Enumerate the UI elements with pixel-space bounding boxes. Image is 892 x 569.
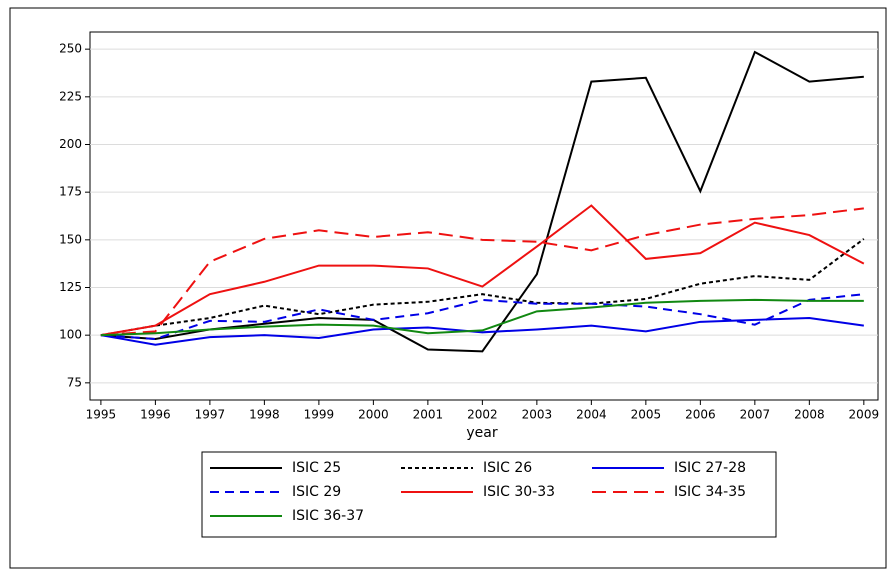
y-tick-label: 125 (59, 280, 82, 294)
x-tick-label: 1998 (249, 408, 280, 422)
legend-box (201, 451, 777, 538)
x-tick-label: 2000 (358, 408, 389, 422)
y-tick-label: 250 (59, 42, 82, 56)
x-tick-label: 1997 (195, 408, 226, 422)
x-tick-label: 2002 (467, 408, 498, 422)
x-axis-title: year (466, 425, 497, 441)
y-tick-label: 175 (59, 185, 82, 199)
y-tick-label: 100 (59, 328, 82, 342)
series-line (100, 204, 865, 337)
x-tick-label: 2007 (740, 408, 771, 422)
x-tick-label: 2003 (522, 408, 553, 422)
x-tick-label: 2004 (576, 408, 607, 422)
x-tick-label: 2005 (631, 408, 662, 422)
series-line (100, 317, 864, 346)
series-line (100, 238, 865, 337)
legend-label: ISIC 30-33 (483, 484, 555, 500)
x-tick-label: 1999 (304, 408, 335, 422)
x-tick-label: 2006 (685, 408, 716, 422)
y-tick-label: 225 (59, 89, 82, 103)
y-tick-label: 150 (59, 232, 82, 246)
legend-label: ISIC 25 (292, 460, 341, 476)
x-tick-label: 2001 (413, 408, 444, 422)
x-tick-label: 2009 (849, 408, 880, 422)
x-tick-label: 2008 (794, 408, 825, 422)
series-line (100, 298, 864, 337)
legend-label: ISIC 29 (292, 484, 341, 500)
x-tick-label: 1995 (86, 408, 117, 422)
y-tick-label: 75 (67, 375, 82, 389)
x-tick-label: 1996 (140, 408, 171, 422)
legend-label: ISIC 36-37 (292, 508, 364, 524)
legend-label: ISIC 34-35 (674, 484, 746, 500)
plot-area (89, 31, 879, 401)
legend-label: ISIC 27-28 (674, 460, 746, 476)
legend-label: ISIC 26 (483, 460, 532, 476)
y-tick-label: 200 (59, 137, 82, 151)
series-line (100, 207, 864, 337)
